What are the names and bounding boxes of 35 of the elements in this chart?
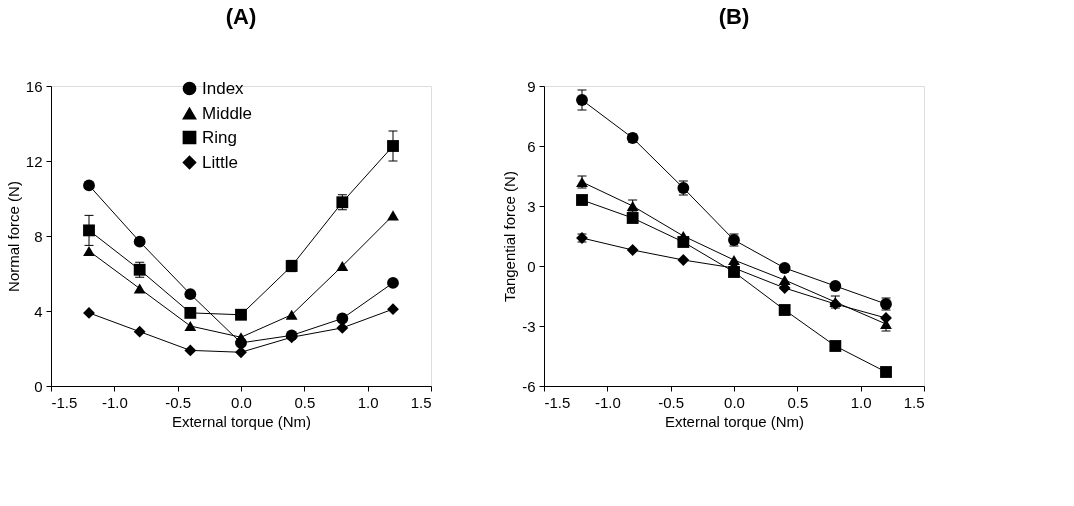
x-tick-label: 1.5 bbox=[903, 393, 925, 411]
y-axis-title: Tangential force (N) bbox=[501, 171, 519, 302]
x-tick-label: -1.5 bbox=[544, 393, 571, 411]
x-tick-label: 0.0 bbox=[231, 393, 252, 411]
y-tick-label: 8 bbox=[34, 227, 43, 245]
x-axis-title: External torque (Nm) bbox=[171, 412, 312, 430]
y-tick-label: 4 bbox=[34, 302, 43, 320]
legend-label: Index bbox=[202, 78, 245, 98]
y-axis-title: Normal force (N) bbox=[4, 181, 22, 292]
x-tick-label: -0.5 bbox=[165, 393, 192, 411]
x-tick-label: 0.5 bbox=[787, 393, 809, 411]
y-tick-label: -6 bbox=[522, 377, 536, 395]
legend-label: Ring bbox=[202, 127, 237, 147]
x-axis-title: External torque (Nm) bbox=[664, 412, 805, 430]
y-tick-label: 3 bbox=[527, 197, 536, 215]
x-tick-label: -0.5 bbox=[658, 393, 685, 411]
chart-title: (A) bbox=[225, 4, 257, 29]
chart-title: (B) bbox=[718, 4, 750, 29]
y-tick-label: 9 bbox=[527, 77, 536, 95]
y-tick-label: 12 bbox=[25, 152, 43, 170]
x-tick-label: 0.0 bbox=[724, 393, 745, 411]
legend-label: Middle bbox=[202, 103, 253, 123]
y-tick-label: 0 bbox=[34, 377, 43, 395]
x-tick-label: 1.0 bbox=[357, 393, 379, 411]
y-tick-label: -3 bbox=[522, 317, 536, 335]
y-tick-label: 16 bbox=[25, 77, 43, 95]
x-tick-label: -1.0 bbox=[101, 393, 128, 411]
x-tick-label: -1.0 bbox=[594, 393, 621, 411]
legend-label: Little bbox=[202, 152, 238, 172]
x-tick-label: 0.5 bbox=[294, 393, 316, 411]
x-tick-label: 1.5 bbox=[410, 393, 432, 411]
x-tick-label: 1.0 bbox=[850, 393, 872, 411]
y-tick-label: 0 bbox=[527, 257, 536, 275]
y-tick-label: 6 bbox=[527, 137, 536, 155]
x-tick-label: -1.5 bbox=[51, 393, 78, 411]
